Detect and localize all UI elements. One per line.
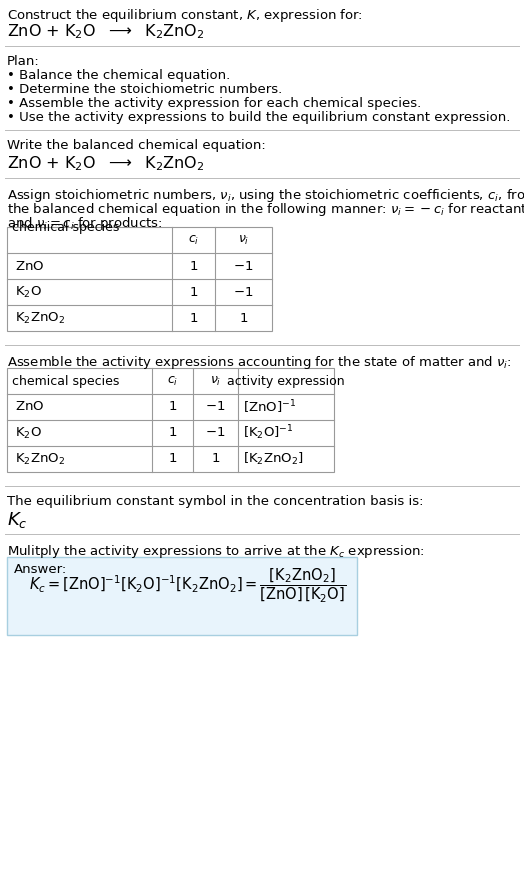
Text: $-1$: $-1$ [233, 260, 254, 273]
Text: 1: 1 [189, 285, 198, 299]
Text: $\mathregular{K_2ZnO_2}$: $\mathregular{K_2ZnO_2}$ [15, 452, 65, 467]
Text: 1: 1 [239, 311, 248, 324]
Text: 1: 1 [189, 260, 198, 273]
Text: • Use the activity expressions to build the equilibrium constant expression.: • Use the activity expressions to build … [7, 111, 510, 124]
Text: 1: 1 [168, 427, 177, 439]
Text: the balanced chemical equation in the following manner: $\nu_i = -c_i$ for react: the balanced chemical equation in the fo… [7, 201, 524, 218]
Text: Write the balanced chemical equation:: Write the balanced chemical equation: [7, 139, 266, 152]
Text: $\mathregular{ZnO}$: $\mathregular{ZnO}$ [15, 260, 44, 273]
Text: $\mathregular{ZnO}$: $\mathregular{ZnO}$ [15, 401, 44, 413]
Text: chemical species: chemical species [12, 374, 119, 388]
Text: $-1$: $-1$ [205, 401, 226, 413]
Text: $[\mathregular{K_2O}]^{-1}$: $[\mathregular{K_2O}]^{-1}$ [243, 424, 294, 443]
Text: • Assemble the activity expression for each chemical species.: • Assemble the activity expression for e… [7, 97, 421, 110]
Text: Assign stoichiometric numbers, $\nu_i$, using the stoichiometric coefficients, $: Assign stoichiometric numbers, $\nu_i$, … [7, 187, 524, 204]
Bar [7, 557, 357, 635]
Text: $c_i$: $c_i$ [167, 374, 178, 388]
Text: $K_c = [\mathregular{ZnO}]^{-1} [\mathregular{K_2O}]^{-1} [\mathregular{K_2ZnO_2: $K_c = [\mathregular{ZnO}]^{-1} [\mathre… [29, 566, 346, 604]
Text: $K_c$: $K_c$ [7, 510, 28, 530]
Text: $[\mathregular{K_2ZnO_2}]$: $[\mathregular{K_2ZnO_2}]$ [243, 451, 303, 467]
Text: $\mathregular{ZnO}$ + $\mathregular{K_2O}$  $\longrightarrow$  $\mathregular{K_2: $\mathregular{ZnO}$ + $\mathregular{K_2O… [7, 154, 205, 172]
Bar [7, 368, 334, 472]
Text: and $\nu_i = c_i$ for products:: and $\nu_i = c_i$ for products: [7, 215, 162, 232]
Text: $\mathregular{ZnO}$ + $\mathregular{K_2O}$  $\longrightarrow$  $\mathregular{K_2: $\mathregular{ZnO}$ + $\mathregular{K_2O… [7, 22, 205, 41]
Text: 1: 1 [168, 401, 177, 413]
Text: $\nu_i$: $\nu_i$ [238, 234, 249, 246]
Text: 1: 1 [168, 453, 177, 466]
Bar [7, 227, 272, 331]
Text: Construct the equilibrium constant, $K$, expression for:: Construct the equilibrium constant, $K$,… [7, 7, 363, 24]
Text: Mulitply the activity expressions to arrive at the $K_c$ expression:: Mulitply the activity expressions to arr… [7, 543, 425, 560]
Text: $-1$: $-1$ [205, 427, 226, 439]
Text: chemical species: chemical species [12, 220, 119, 234]
Text: activity expression: activity expression [227, 374, 345, 388]
Text: Answer:: Answer: [14, 563, 67, 576]
Text: 1: 1 [189, 311, 198, 324]
Text: 1: 1 [211, 453, 220, 466]
Text: $[\mathregular{ZnO}]^{-1}$: $[\mathregular{ZnO}]^{-1}$ [243, 398, 296, 416]
Text: $\nu_i$: $\nu_i$ [210, 374, 221, 388]
Text: The equilibrium constant symbol in the concentration basis is:: The equilibrium constant symbol in the c… [7, 495, 423, 508]
Text: Plan:: Plan: [7, 55, 40, 68]
Text: $-1$: $-1$ [233, 285, 254, 299]
Text: $\mathregular{K_2ZnO_2}$: $\mathregular{K_2ZnO_2}$ [15, 310, 65, 325]
Text: $\mathregular{K_2O}$: $\mathregular{K_2O}$ [15, 426, 42, 441]
Text: $c_i$: $c_i$ [188, 234, 199, 246]
Text: • Determine the stoichiometric numbers.: • Determine the stoichiometric numbers. [7, 83, 282, 96]
Text: $\mathregular{K_2O}$: $\mathregular{K_2O}$ [15, 284, 42, 300]
Text: • Balance the chemical equation.: • Balance the chemical equation. [7, 69, 230, 82]
Text: Assemble the activity expressions accounting for the state of matter and $\nu_i$: Assemble the activity expressions accoun… [7, 354, 512, 371]
